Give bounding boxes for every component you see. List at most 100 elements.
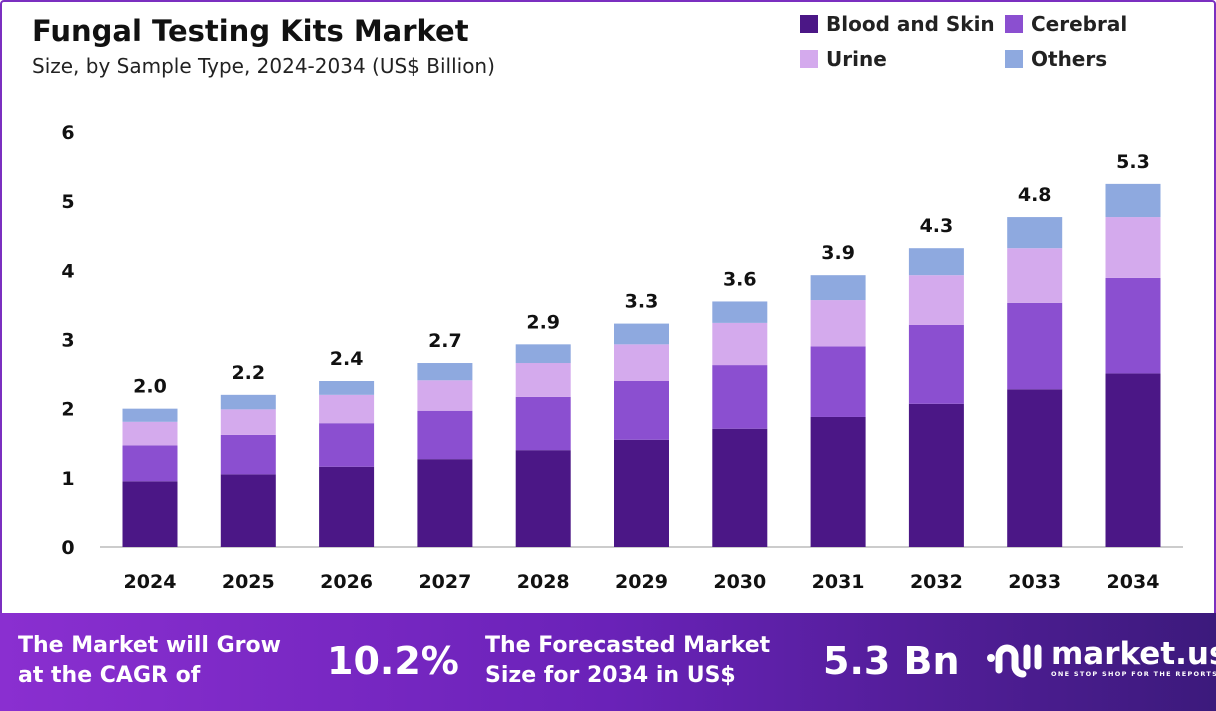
total-data-label: 2.7 — [428, 330, 462, 352]
bar-segment-cerebral — [417, 410, 473, 460]
bar-segment-cerebral — [515, 396, 571, 451]
total-data-label: 3.9 — [821, 242, 855, 264]
bar-segment-cerebral — [908, 324, 964, 404]
total-data-label: 5.3 — [1116, 151, 1150, 173]
bar-segment-urine — [220, 409, 276, 435]
bar-segment-blood-and-skin — [220, 474, 276, 547]
bar-segment-cerebral — [220, 434, 276, 475]
bar-segment-cerebral — [1007, 302, 1063, 390]
bar-segment-urine — [810, 300, 866, 347]
bar-segment-urine — [515, 363, 571, 397]
bar-segment-others — [614, 323, 669, 345]
y-tick-label: 1 — [61, 468, 74, 490]
bar-segment-others — [319, 381, 375, 395]
bar-segment-urine — [712, 322, 768, 366]
x-tick-label: 2034 — [1107, 571, 1160, 593]
legend-label: Cerebral — [1031, 12, 1128, 36]
total-data-label: 2.9 — [526, 311, 560, 333]
x-tick-label: 2031 — [812, 571, 865, 593]
legend-swatch — [1005, 15, 1023, 33]
x-tick-label: 2025 — [222, 571, 275, 593]
y-tick-label: 2 — [61, 399, 74, 421]
y-tick-label: 3 — [61, 330, 74, 352]
cagr-label-line: The Market will Grow — [18, 633, 281, 658]
bar-segment-blood-and-skin — [810, 416, 866, 547]
bar-segment-others — [220, 394, 276, 410]
forecast-label-line: The Forecasted Market — [485, 633, 771, 658]
forecast-value: 5.3 Bn — [823, 639, 960, 683]
total-data-label: 3.6 — [723, 268, 757, 290]
bar-segment-cerebral — [614, 381, 669, 440]
y-tick-label: 4 — [61, 260, 74, 282]
bar-segment-cerebral — [810, 346, 866, 417]
market-us-logo: market.us ONE STOP SHOP FOR THE REPORTS — [985, 636, 1216, 680]
forecast-label: The Forecasted Market Size for 2034 in US… — [485, 631, 770, 691]
x-tick-label: 2030 — [713, 571, 766, 593]
legend-item-blood-and-skin: Blood and Skin — [800, 12, 995, 36]
total-data-label: 2.0 — [133, 376, 167, 398]
legend-item-others: Others — [1005, 47, 1107, 71]
x-tick-label: 2029 — [615, 571, 668, 593]
bar-segment-blood-and-skin — [122, 481, 178, 547]
bar-segment-others — [417, 363, 473, 381]
logo-tagline: ONE STOP SHOP FOR THE REPORTS — [1051, 670, 1216, 678]
total-data-label: 2.4 — [330, 348, 364, 370]
x-tick-label: 2032 — [910, 571, 963, 593]
legend-swatch — [1005, 50, 1023, 68]
legend-item-cerebral: Cerebral — [1005, 12, 1127, 36]
y-tick-label: 5 — [61, 191, 74, 213]
x-tick-label: 2024 — [124, 571, 177, 593]
bar-segment-urine — [614, 344, 669, 381]
cagr-value: 10.2% — [327, 639, 459, 683]
x-tick-label: 2027 — [418, 571, 471, 593]
bar-segment-cerebral — [712, 365, 768, 429]
bar-segment-blood-and-skin — [614, 439, 669, 547]
bar-segment-blood-and-skin — [417, 459, 473, 547]
total-data-label: 4.3 — [920, 215, 954, 237]
bar-segment-others — [712, 301, 768, 323]
bar-segment-blood-and-skin — [1007, 389, 1063, 547]
bar-segment-cerebral — [1105, 277, 1161, 374]
chart-subtitle: Size, by Sample Type, 2024-2034 (US$ Bil… — [32, 54, 495, 78]
legend-swatch — [800, 15, 818, 33]
x-tick-label: 2028 — [517, 571, 570, 593]
bar-segment-blood-and-skin — [712, 428, 768, 547]
logo-icon — [987, 644, 1042, 678]
bar-segment-others — [122, 408, 178, 422]
bar-segment-urine — [1007, 248, 1063, 303]
footer-banner: The Market will Grow at the CAGR of 10.2%… — [0, 613, 1216, 711]
bar-segment-cerebral — [319, 423, 375, 467]
bar-segment-others — [908, 248, 964, 276]
legend-label: Others — [1031, 47, 1108, 71]
legend-item-urine: Urine — [800, 47, 887, 71]
chart-title: Fungal Testing Kits Market — [32, 14, 469, 48]
bar-segment-others — [810, 275, 866, 301]
bar-segment-blood-and-skin — [515, 450, 571, 547]
bar-segment-others — [515, 344, 571, 364]
bar-segment-blood-and-skin — [319, 466, 375, 547]
x-tick-label: 2026 — [320, 571, 373, 593]
total-data-label: 3.3 — [625, 291, 659, 313]
y-tick-label: 0 — [61, 537, 74, 559]
cagr-label-line: at the CAGR of — [18, 663, 201, 688]
bar-segment-others — [1007, 217, 1063, 249]
x-tick-label: 2033 — [1008, 571, 1061, 593]
legend-label: Urine — [826, 47, 887, 71]
bar-segment-others — [1105, 183, 1161, 218]
bar-segment-blood-and-skin — [1105, 373, 1161, 547]
y-tick-label: 6 — [61, 122, 74, 144]
total-data-label: 4.8 — [1018, 184, 1052, 206]
bar-segment-urine — [122, 421, 178, 446]
total-data-label: 2.2 — [231, 362, 265, 384]
forecast-label-line: Size for 2034 in US$ — [485, 663, 736, 688]
logo-text: market.us — [1051, 636, 1216, 672]
legend-label: Blood and Skin — [826, 12, 995, 36]
bar-segment-urine — [1105, 217, 1161, 278]
cagr-label: The Market will Grow at the CAGR of — [18, 631, 281, 691]
bar-segment-urine — [417, 380, 473, 411]
bar-segment-cerebral — [122, 445, 178, 482]
stacked-bar-chart: 0 1 2 3 4 5 6 2.0 2024 2.2 2025 2.4 2026 2.7 2027 2.9 20… — [61, 122, 1183, 593]
bar-segment-urine — [908, 275, 964, 325]
bar-segment-blood-and-skin — [908, 403, 964, 547]
bar-segment-urine — [319, 394, 375, 424]
